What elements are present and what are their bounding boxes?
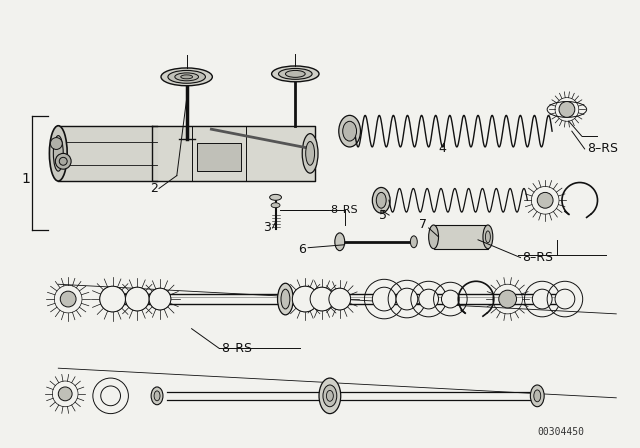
Ellipse shape bbox=[485, 231, 490, 243]
Text: 3: 3 bbox=[262, 221, 271, 234]
Circle shape bbox=[559, 102, 575, 117]
Ellipse shape bbox=[335, 233, 345, 251]
Text: 7: 7 bbox=[419, 219, 427, 232]
Ellipse shape bbox=[302, 134, 318, 173]
Circle shape bbox=[499, 290, 516, 308]
Text: 8–RS: 8–RS bbox=[330, 205, 358, 215]
Text: 00304450: 00304450 bbox=[537, 427, 584, 437]
Ellipse shape bbox=[49, 126, 67, 181]
Ellipse shape bbox=[376, 192, 386, 208]
Text: 4: 4 bbox=[438, 142, 446, 155]
Circle shape bbox=[310, 287, 334, 311]
Circle shape bbox=[372, 287, 396, 311]
Ellipse shape bbox=[175, 73, 198, 81]
Ellipse shape bbox=[269, 194, 282, 200]
Circle shape bbox=[537, 192, 553, 208]
Circle shape bbox=[58, 387, 72, 401]
Polygon shape bbox=[152, 126, 315, 181]
Text: 6: 6 bbox=[298, 243, 306, 256]
Ellipse shape bbox=[285, 70, 305, 78]
Circle shape bbox=[149, 288, 171, 310]
Ellipse shape bbox=[180, 75, 193, 79]
Polygon shape bbox=[58, 126, 157, 181]
Circle shape bbox=[100, 286, 125, 312]
Circle shape bbox=[125, 287, 149, 311]
Ellipse shape bbox=[271, 66, 319, 82]
Bar bbox=[433, 225, 488, 249]
Ellipse shape bbox=[534, 390, 541, 402]
Ellipse shape bbox=[372, 187, 390, 213]
Ellipse shape bbox=[154, 391, 160, 401]
Text: 5: 5 bbox=[380, 209, 387, 222]
Circle shape bbox=[419, 289, 438, 309]
Ellipse shape bbox=[342, 121, 356, 141]
Ellipse shape bbox=[326, 390, 333, 401]
Text: 2: 2 bbox=[150, 182, 158, 195]
Ellipse shape bbox=[281, 289, 290, 309]
Ellipse shape bbox=[271, 203, 280, 208]
Ellipse shape bbox=[531, 385, 544, 407]
Text: 8–RS: 8–RS bbox=[522, 251, 554, 264]
Ellipse shape bbox=[278, 283, 293, 315]
Ellipse shape bbox=[319, 378, 340, 414]
Ellipse shape bbox=[278, 69, 312, 79]
Ellipse shape bbox=[306, 142, 315, 165]
Circle shape bbox=[329, 288, 351, 310]
Circle shape bbox=[396, 288, 418, 310]
Ellipse shape bbox=[151, 387, 163, 405]
Ellipse shape bbox=[323, 385, 337, 407]
Ellipse shape bbox=[410, 236, 417, 248]
Circle shape bbox=[442, 290, 460, 308]
Ellipse shape bbox=[339, 116, 360, 147]
Ellipse shape bbox=[53, 136, 63, 171]
Circle shape bbox=[100, 386, 120, 406]
Circle shape bbox=[555, 289, 575, 309]
Ellipse shape bbox=[429, 225, 438, 249]
Text: 8–RS: 8–RS bbox=[221, 342, 252, 355]
Bar bbox=[196, 143, 241, 171]
Circle shape bbox=[51, 138, 62, 150]
Ellipse shape bbox=[168, 70, 205, 83]
Circle shape bbox=[60, 291, 76, 307]
Circle shape bbox=[292, 286, 318, 312]
Text: 8–RS: 8–RS bbox=[587, 142, 618, 155]
Circle shape bbox=[55, 153, 71, 169]
Text: 1: 1 bbox=[22, 172, 31, 185]
Circle shape bbox=[60, 157, 67, 165]
Ellipse shape bbox=[483, 225, 493, 249]
Ellipse shape bbox=[161, 68, 212, 86]
Circle shape bbox=[532, 289, 552, 309]
